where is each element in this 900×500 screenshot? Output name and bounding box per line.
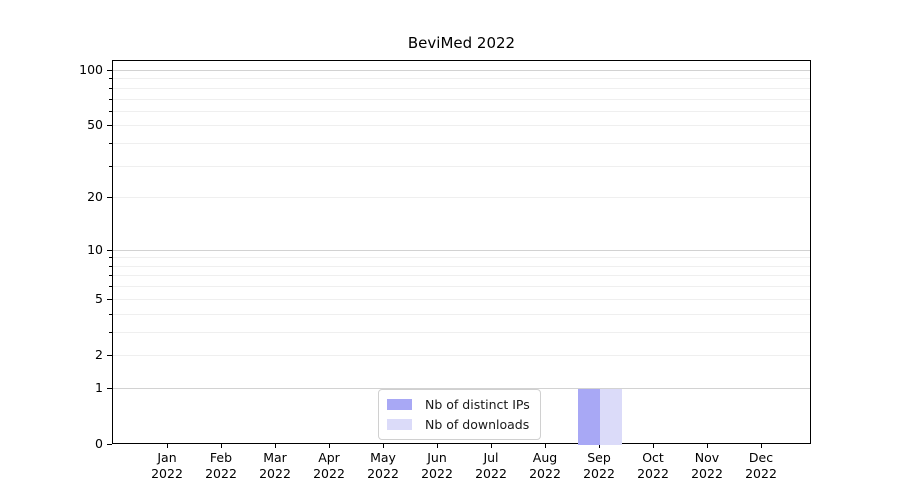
gridline-y-30: [113, 165, 810, 167]
y-minor-tick-40: [109, 143, 112, 145]
y-tick-10: [107, 249, 112, 251]
gridline-y-8: [113, 265, 810, 267]
gridline-y-6: [113, 286, 810, 288]
bar-nb-of-distinct-ips-sep: [578, 388, 600, 445]
x-tick-apr: [329, 444, 330, 448]
y-minor-tick-6: [109, 286, 112, 288]
plot-area: [112, 60, 811, 445]
y-minor-tick-30: [109, 165, 112, 167]
y-tick-label-5: 5: [95, 290, 103, 306]
y-minor-tick-4: [109, 313, 112, 315]
gridline-y-10: [113, 249, 810, 251]
x-tick-oct: [653, 444, 654, 448]
x-tick-jun: [437, 444, 438, 448]
gridline-y-60: [113, 110, 810, 112]
x-tick-year-dec: 2022: [745, 466, 777, 481]
y-minor-tick-8: [109, 265, 112, 267]
y-tick-50: [107, 125, 112, 127]
gridline-y-2: [113, 354, 810, 356]
x-tick-month-dec: Dec: [748, 450, 774, 465]
x-tick-mar: [275, 444, 276, 448]
y-tick-100: [107, 70, 112, 71]
y-tick-label-2: 2: [95, 346, 103, 362]
gridline-y-4: [113, 313, 810, 315]
legend-swatch-distinct-ips: [387, 399, 412, 410]
x-tick-jan: [167, 444, 168, 448]
gridline-y-9: [113, 257, 810, 259]
legend-label-downloads: Nb of downloads: [425, 417, 530, 432]
gridline-y-50: [113, 125, 810, 127]
y-tick-20: [107, 197, 112, 199]
y-tick-1: [107, 387, 112, 389]
x-tick-dec: [761, 444, 762, 448]
legend-label-distinct-ips: Nb of distinct IPs: [425, 397, 530, 412]
gridline-y-100: [113, 70, 810, 71]
gridline-y-5: [113, 298, 810, 300]
y-tick-0: [107, 444, 112, 445]
gridline-y-3: [113, 331, 810, 333]
y-tick-label-0: 0: [95, 436, 103, 451]
y-tick-label-1: 1: [95, 379, 103, 395]
gridline-y-40: [113, 143, 810, 145]
legend: Nb of distinct IPs Nb of downloads: [378, 389, 541, 440]
legend-item-distinct-ips: Nb of distinct IPs: [387, 396, 530, 413]
y-tick-5: [107, 298, 112, 300]
gridline-y-80: [113, 87, 810, 89]
y-tick-label-10: 10: [87, 241, 103, 257]
gridline-y-20: [113, 197, 810, 199]
y-tick-2: [107, 354, 112, 356]
gridline-y-70: [113, 98, 810, 100]
x-tick-nov: [707, 444, 708, 448]
y-minor-tick-60: [109, 110, 112, 112]
y-minor-tick-7: [109, 275, 112, 277]
x-tick-sep: [599, 444, 600, 448]
y-tick-label-20: 20: [87, 189, 103, 205]
legend-item-downloads: Nb of downloads: [387, 416, 530, 433]
x-tick-label-dec: Dec 2022: [729, 450, 793, 482]
y-minor-tick-3: [109, 331, 112, 333]
x-tick-may: [383, 444, 384, 448]
x-tick-aug: [545, 444, 546, 448]
legend-swatch-downloads: [387, 419, 412, 430]
y-minor-tick-70: [109, 98, 112, 100]
chart-title: BeviMed 2022: [407, 34, 516, 52]
x-tick-feb: [221, 444, 222, 448]
x-tick-jul: [491, 444, 492, 448]
gridline-y-1: [113, 387, 810, 389]
gridline-y-7: [113, 275, 810, 277]
gridline-y-90: [113, 78, 810, 80]
y-tick-label-100: 100: [79, 62, 103, 77]
y-tick-label-50: 50: [87, 117, 103, 133]
y-minor-tick-9: [109, 257, 112, 259]
bar-nb-of-downloads-sep: [600, 388, 622, 445]
y-minor-tick-80: [109, 87, 112, 89]
y-minor-tick-90: [109, 78, 112, 80]
